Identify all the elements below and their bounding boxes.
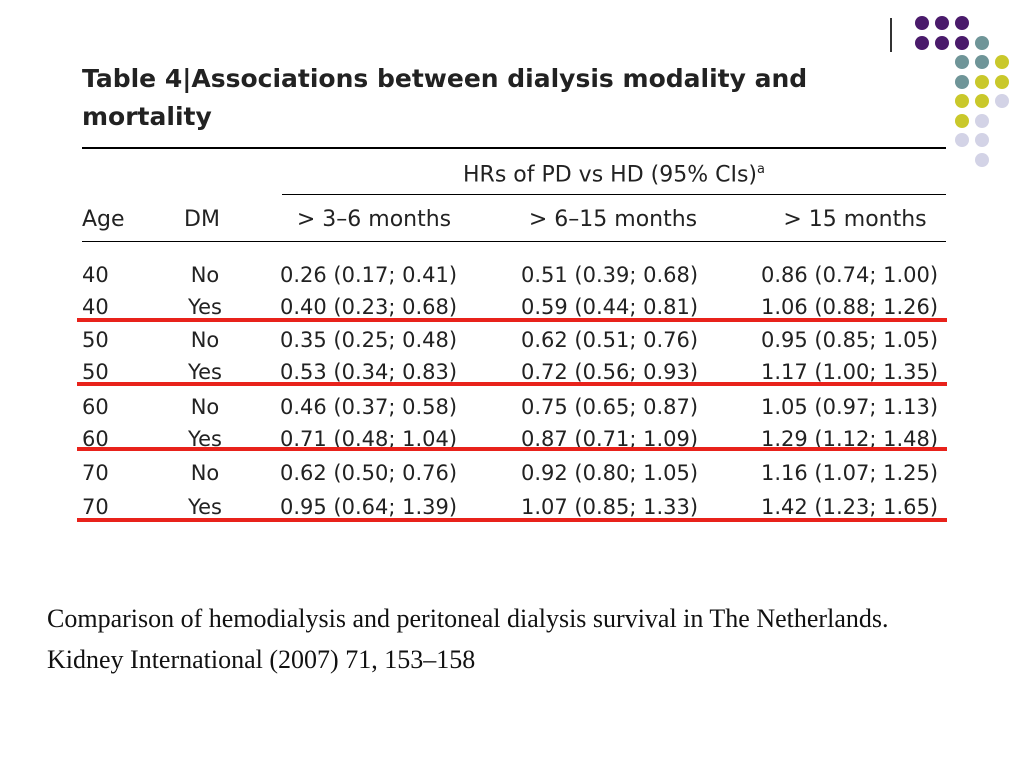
table-title: Table 4|Associations between dialysis mo… (82, 64, 808, 131)
caption-title: Comparison of hemodialysis and peritonea… (47, 604, 889, 633)
decorative-dot (955, 133, 969, 147)
group-header-text: HRs of PD vs HD (95% CIs) (463, 162, 758, 188)
red-highlight-line (77, 318, 947, 322)
cell-dm: No (190, 328, 220, 352)
column-header-3-6-months: > 3–6 months (296, 207, 452, 232)
decorative-dot (955, 113, 969, 128)
cell-hr-3-6-months: 0.95 (0.64; 1.39) (280, 495, 458, 519)
caption-citation: Kidney International (2007) 71, 153–158 (47, 645, 476, 674)
decorative-dot (955, 74, 969, 89)
cell-hr-15-months: 1.05 (0.97; 1.13) (761, 395, 939, 419)
cell-hr-15-months: 1.16 (1.07; 1.25) (761, 461, 939, 485)
cell-age: 50 (82, 360, 109, 384)
group-header: HRs of PD vs HD (95% CIs)a (282, 157, 946, 188)
decorative-dot (975, 74, 989, 89)
cell-hr-6-15-months: 0.92 (0.80; 1.05) (521, 461, 699, 485)
cell-hr-3-6-months: 0.53 (0.34; 0.83) (280, 360, 458, 384)
cell-age: 50 (82, 328, 109, 352)
column-header-15-months: > 15 months (783, 207, 927, 232)
red-highlight-line (77, 447, 947, 451)
group-header-footnote: a (757, 162, 765, 177)
decorative-dot (955, 94, 969, 108)
decorative-dot (975, 94, 989, 108)
cell-age: 60 (82, 395, 109, 419)
decorative-dot (975, 113, 989, 128)
cell-dm: Yes (188, 295, 222, 319)
cell-hr-6-15-months: 0.75 (0.65; 0.87) (521, 395, 699, 419)
cell-hr-3-6-months: 0.35 (0.25; 0.48) (280, 328, 458, 352)
decorative-divider (890, 18, 892, 52)
cell-hr-15-months: 1.06 (0.88; 1.26) (761, 295, 939, 319)
caption: Comparison of hemodialysis and peritonea… (47, 598, 927, 680)
column-header-dm: DM (184, 207, 220, 232)
cell-dm: No (190, 395, 220, 419)
cell-hr-15-months: 1.42 (1.23; 1.65) (761, 495, 939, 519)
column-header-age: Age (82, 207, 125, 232)
cell-age: 70 (82, 495, 109, 519)
cell-dm: Yes (188, 495, 222, 519)
cell-dm: Yes (188, 360, 222, 384)
cell-hr-6-15-months: 0.51 (0.39; 0.68) (521, 263, 699, 287)
cell-dm: No (190, 263, 220, 287)
decorative-dot (935, 16, 949, 30)
cell-hr-6-15-months: 0.62 (0.51; 0.76) (521, 328, 699, 352)
cell-hr-6-15-months: 1.07 (0.85; 1.33) (521, 495, 699, 519)
decorative-dot (975, 55, 989, 69)
decorative-dot (975, 133, 989, 147)
cell-hr-3-6-months: 0.26 (0.17; 0.41) (280, 263, 458, 287)
cell-hr-3-6-months: 0.62 (0.50; 0.76) (280, 461, 458, 485)
cell-hr-15-months: 1.17 (1.00; 1.35) (761, 360, 939, 384)
cell-hr-3-6-months: 0.40 (0.23; 0.68) (280, 295, 458, 319)
cell-hr-15-months: 0.95 (0.85; 1.05) (761, 328, 939, 352)
cell-hr-3-6-months: 0.46 (0.37; 0.58) (280, 395, 458, 419)
group-header-rule (282, 194, 946, 195)
cell-age: 70 (82, 461, 109, 485)
table-top-rule (82, 147, 946, 149)
decorative-dot (955, 55, 969, 69)
cell-hr-6-15-months: 0.72 (0.56; 0.93) (521, 360, 699, 384)
decorative-dot (995, 94, 1009, 108)
header-rule (82, 241, 946, 242)
decorative-dot (955, 16, 969, 30)
cell-dm: No (190, 461, 220, 485)
decorative-dot (995, 55, 1009, 69)
decorative-dot (935, 35, 949, 50)
decorative-dot (955, 35, 969, 50)
cell-hr-15-months: 0.86 (0.74; 1.00) (761, 263, 939, 287)
red-highlight-line (77, 518, 947, 522)
decorative-dot (995, 74, 1009, 89)
cell-age: 40 (82, 295, 109, 319)
decorative-dot (975, 152, 989, 167)
column-header-6-15-months: > 6–15 months (528, 207, 698, 232)
cell-age: 40 (82, 263, 109, 287)
cell-hr-6-15-months: 0.59 (0.44; 0.81) (521, 295, 699, 319)
decorative-dot (915, 35, 929, 50)
decorative-dot (975, 35, 989, 50)
red-highlight-line (77, 382, 947, 386)
decorative-dot (915, 16, 929, 30)
